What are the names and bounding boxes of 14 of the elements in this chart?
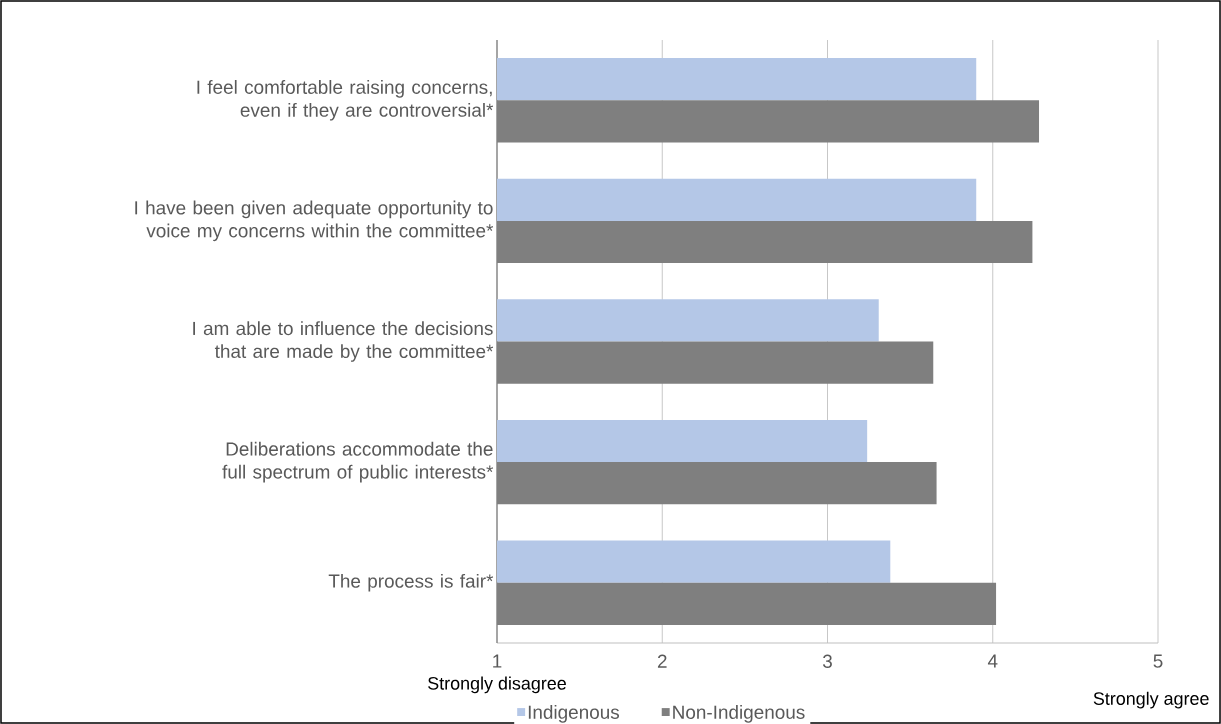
y-tick-label: The process is fair* [328, 573, 494, 592]
y-tick-label: I feel comfortable raising concerns, even if they are controversial* [197, 80, 494, 121]
x-tick-label: 2 [657, 654, 667, 668]
legend-label: Indigenous [528, 705, 620, 723]
x-tick-label: 4 [987, 654, 998, 668]
text: Strongly agree [1093, 691, 1209, 709]
y-tick-label: Deliberations accommodate the full spectrum of public interests* [222, 441, 494, 483]
y-tick-label: I have been given adequate opportunity to voice my concerns within the committee* [135, 200, 494, 242]
text: Strongly disagree [428, 676, 566, 694]
y-tick-label: I am able to influence the decisions that are made by the committee* [193, 321, 494, 362]
x-tick-label: 3 [822, 654, 832, 668]
x-tick-label: 1 [493, 654, 502, 668]
legend-label: Non-Indigenous [673, 705, 805, 723]
x-tick-label: 5 [1153, 654, 1163, 668]
